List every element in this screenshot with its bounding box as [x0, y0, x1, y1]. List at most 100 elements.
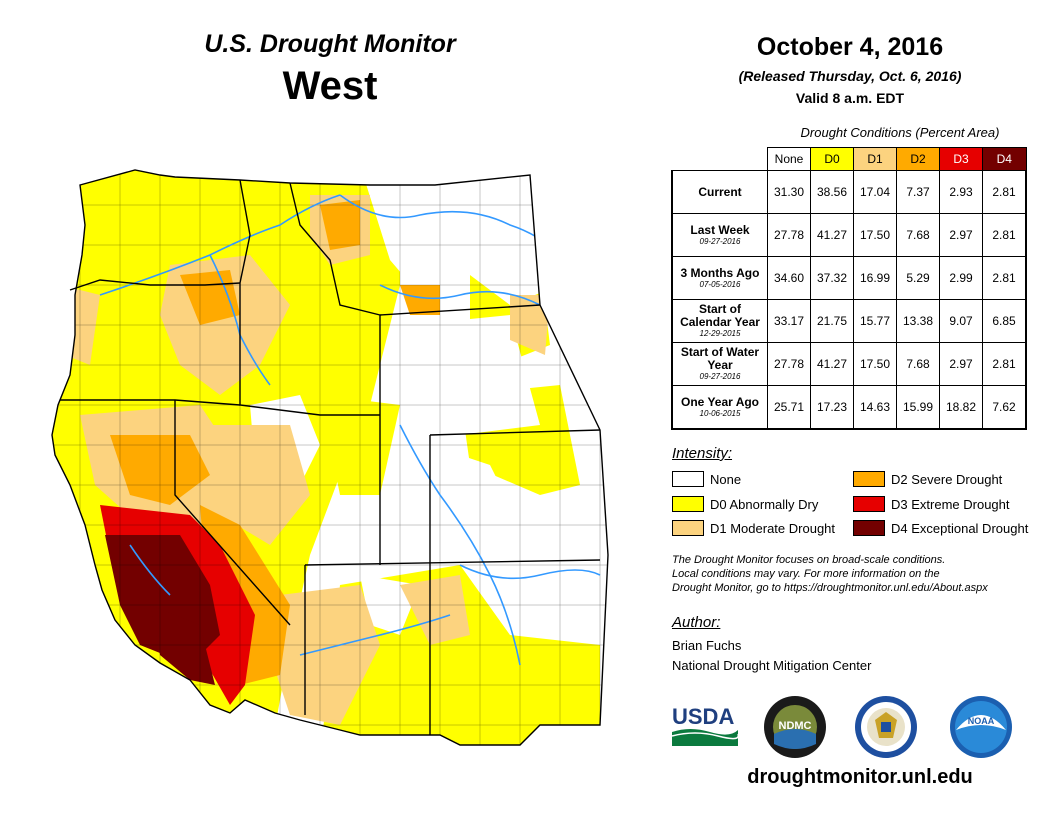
release-date: (Released Thursday, Oct. 6, 2016) — [738, 68, 962, 84]
row-label: 3 Months Ago 07-05-2016 — [671, 256, 768, 300]
table-row: One Year Ago 10-06-2015 25.71 17.23 14.63… — [671, 385, 1027, 430]
footer-url[interactable]: droughtmonitor.unl.edu — [747, 766, 973, 788]
col-d0: D0 — [810, 147, 854, 171]
cell: 7.68 — [896, 213, 940, 257]
svg-text:USDA: USDA — [672, 704, 734, 729]
legend-label: None — [710, 471, 742, 487]
cell: 27.78 — [767, 342, 811, 386]
legend-title: Intensity: — [672, 445, 733, 462]
legend-swatch — [853, 471, 885, 487]
cell: 13.38 — [896, 299, 940, 343]
cell: 33.17 — [767, 299, 811, 343]
note-line: Local conditions may vary. For more info… — [672, 568, 940, 580]
product-title: U.S. Drought Monitor — [204, 30, 456, 58]
author-name: Brian Fuchs — [672, 638, 742, 653]
table-row: Current 31.30 38.56 17.04 7.37 2.93 2.81 — [671, 170, 1027, 214]
cell: 21.75 — [810, 299, 854, 343]
legend-item-none: None — [672, 471, 741, 487]
cell: 2.97 — [939, 342, 983, 386]
legend-swatch — [853, 520, 885, 536]
valid-time: Valid 8 a.m. EDT — [795, 90, 905, 106]
cell: 7.62 — [982, 385, 1027, 430]
ndmc-logo: NDMC — [764, 696, 826, 758]
col-none: None — [767, 147, 811, 171]
row-label: Start of Calendar Year 12-29-2015 — [671, 299, 768, 343]
noaa-logo: NOAA — [950, 696, 1012, 758]
legend-swatch — [672, 496, 704, 512]
disclaimer-note: The Drought Monitor focuses on broad-sca… — [672, 553, 1042, 595]
cell: 38.56 — [810, 170, 854, 214]
svg-text:NDMC: NDMC — [779, 720, 812, 732]
cell: 2.81 — [982, 342, 1027, 386]
legend-swatch — [672, 471, 704, 487]
cell: 7.68 — [896, 342, 940, 386]
cell: 17.50 — [853, 342, 897, 386]
stats-table-title: Drought Conditions (Percent Area) — [800, 125, 1000, 140]
cell: 15.77 — [853, 299, 897, 343]
cell: 14.63 — [853, 385, 897, 430]
col-d2: D2 — [896, 147, 940, 171]
cell: 17.50 — [853, 213, 897, 257]
legend-label: D1 Moderate Drought — [710, 520, 836, 536]
cell: 41.27 — [810, 213, 854, 257]
region-title: West — [282, 64, 378, 108]
author-heading: Author: — [672, 614, 721, 631]
legend-swatch — [672, 520, 704, 536]
cell: 2.99 — [939, 256, 983, 300]
legend-label: D3 Extreme Drought — [891, 496, 1010, 512]
state-borders — [51, 169, 609, 746]
row-label: One Year Ago 10-06-2015 — [671, 385, 768, 430]
cell: 18.82 — [939, 385, 983, 430]
cell: 2.97 — [939, 213, 983, 257]
map-fill — [52, 170, 608, 745]
legend-swatch — [853, 496, 885, 512]
legend-item-d2: D2 Severe Drought — [853, 471, 1002, 487]
usda-logo: USDA — [671, 704, 740, 746]
cell: 2.81 — [982, 170, 1027, 214]
legend-item-d4: D4 Exceptional Drought — [853, 520, 1028, 536]
cell: 5.29 — [896, 256, 940, 300]
drought-stats-table: None D0 D1 D2 D3 D4 Current 31.30 38.56 … — [671, 147, 1027, 430]
cell: 31.30 — [767, 170, 811, 214]
map-date: October 4, 2016 — [756, 33, 944, 61]
table-row: 3 Months Ago 07-05-2016 34.60 37.32 16.99… — [671, 256, 1027, 300]
legend-item-d1: D1 Moderate Drought — [672, 520, 835, 536]
row-label: Last Week 09-27-2016 — [671, 213, 768, 257]
commerce-seal-logo — [855, 696, 917, 758]
drought-map — [51, 169, 609, 746]
row-label: Start of Water Year 09-27-2016 — [671, 342, 768, 386]
cell: 17.23 — [810, 385, 854, 430]
cell: 34.60 — [767, 256, 811, 300]
col-d3: D3 — [939, 147, 983, 171]
cell: 2.81 — [982, 213, 1027, 257]
note-line: The Drought Monitor focuses on broad-sca… — [672, 554, 946, 566]
note-line: Drought Monitor, go to https://droughtmo… — [672, 582, 988, 594]
table-row: Last Week 09-27-2016 27.78 41.27 17.50 7.… — [671, 213, 1027, 257]
cell: 9.07 — [939, 299, 983, 343]
cell: 7.37 — [896, 170, 940, 214]
row-label: Current — [671, 170, 768, 214]
cell: 37.32 — [810, 256, 854, 300]
cell: 16.99 — [853, 256, 897, 300]
cell: 6.85 — [982, 299, 1027, 343]
author-block: Brian Fuchs National Drought Mitigation … — [672, 636, 871, 676]
col-d4: D4 — [982, 147, 1027, 171]
cell: 2.93 — [939, 170, 983, 214]
svg-text:NOAA: NOAA — [968, 716, 995, 726]
cell: 17.04 — [853, 170, 897, 214]
col-d1: D1 — [853, 147, 897, 171]
cell: 27.78 — [767, 213, 811, 257]
legend-label: D2 Severe Drought — [891, 471, 1003, 487]
cell: 25.71 — [767, 385, 811, 430]
legend-item-d3: D3 Extreme Drought — [853, 496, 1010, 512]
cell: 41.27 — [810, 342, 854, 386]
cell: 2.81 — [982, 256, 1027, 300]
table-row: Start of Water Year 09-27-2016 27.78 41.2… — [671, 342, 1027, 386]
table-header-row: None D0 D1 D2 D3 D4 — [672, 147, 1027, 171]
table-row: Start of Calendar Year 12-29-2015 33.17 2… — [671, 299, 1027, 343]
header-spacer — [672, 148, 768, 171]
legend-label: D4 Exceptional Drought — [891, 520, 1029, 536]
author-org: National Drought Mitigation Center — [672, 658, 872, 673]
legend-label: D0 Abnormally Dry — [710, 496, 819, 512]
legend-item-d0: D0 Abnormally Dry — [672, 496, 818, 512]
